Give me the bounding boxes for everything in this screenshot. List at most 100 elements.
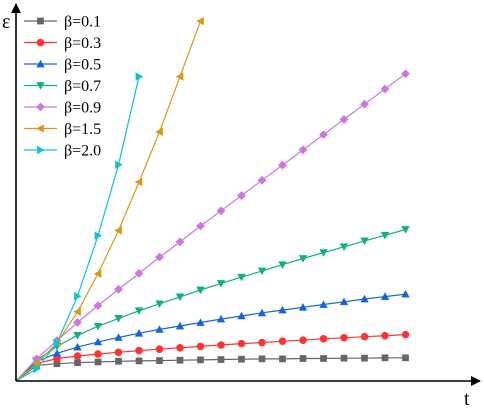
data-point [196,16,204,26]
legend-marker [37,145,45,155]
data-point [381,331,389,340]
legend-item: β=2.0 [24,143,101,160]
data-point [319,335,328,343]
legend-item: β=0.9 [24,100,101,117]
data-point [257,267,267,276]
legend-marker [36,82,45,90]
data-point [216,314,226,323]
data-point [134,268,144,278]
data-point [135,357,143,365]
data-point [134,329,144,337]
data-point [74,292,82,301]
data-point [339,297,349,306]
data-point [339,243,349,251]
data-point [94,350,102,358]
legend-item: β=0.1 [24,14,101,31]
data-point [257,175,267,185]
data-point [155,345,164,353]
series-line-1 [15,357,406,382]
data-point [360,332,369,341]
series-7 [15,72,144,382]
data-point [380,231,390,240]
data-point [298,145,308,155]
data-point [93,322,103,331]
data-point [380,84,390,94]
legend-marker [36,124,44,133]
data-point [196,221,205,231]
data-point [32,359,40,368]
series-layer [15,16,410,382]
data-point [114,226,122,235]
series-line-3 [15,293,406,382]
data-point [115,160,123,169]
data-point [381,354,389,362]
data-point [114,348,123,357]
data-point [319,249,328,257]
data-point [176,356,184,364]
data-point [135,72,144,81]
data-point [380,292,390,300]
data-point [319,130,328,140]
data-point [155,252,164,262]
data-point [197,356,204,364]
data-point [73,318,82,327]
data-point [114,315,123,323]
legend-marker [37,17,44,25]
data-point [135,346,143,355]
data-point [299,336,307,344]
data-point [217,356,225,363]
series-line-4 [15,228,406,382]
data-point [402,354,409,362]
data-point [156,357,163,364]
x-axis-label: t [464,388,470,409]
data-point [155,325,164,333]
data-point [258,355,266,363]
legend-label: β=2.0 [64,143,101,160]
legend-label: β=0.3 [64,35,101,52]
data-point [237,339,246,348]
legend-item: β=0.7 [24,78,101,95]
legend-label: β=0.9 [64,100,101,117]
data-point [73,307,81,316]
data-point [401,289,410,298]
data-point [401,330,410,339]
data-point [237,191,246,200]
data-point [94,231,103,240]
data-point [298,255,308,263]
data-point [73,342,82,351]
data-point [196,342,205,351]
legend-label: β=0.5 [64,57,101,74]
data-point [93,301,103,310]
legend-item: β=0.5 [24,57,101,74]
data-point [278,337,287,345]
data-point [115,357,122,365]
data-point [279,355,286,363]
data-point [237,311,246,320]
data-point [339,115,349,124]
data-point [53,360,61,368]
series-line-6 [15,20,202,382]
data-point [94,358,102,366]
data-point [73,331,82,340]
data-point [238,355,245,363]
legend-label: β=0.1 [64,14,101,31]
data-point [360,294,369,303]
legend-item: β=1.5 [24,121,101,138]
data-point [175,293,185,302]
data-point [360,237,369,246]
data-point [278,305,287,314]
legend-label: β=0.7 [64,78,101,95]
data-point [361,354,368,362]
data-point [217,341,225,349]
data-point [175,72,184,81]
data-point [93,269,102,278]
data-point [299,355,307,362]
legend-marker [36,38,45,47]
data-point [155,127,163,137]
y-axis-label: ε [2,11,10,33]
data-point [320,355,327,362]
data-point [176,344,184,352]
data-point [216,206,226,216]
data-point [401,226,410,234]
data-point [53,338,62,348]
